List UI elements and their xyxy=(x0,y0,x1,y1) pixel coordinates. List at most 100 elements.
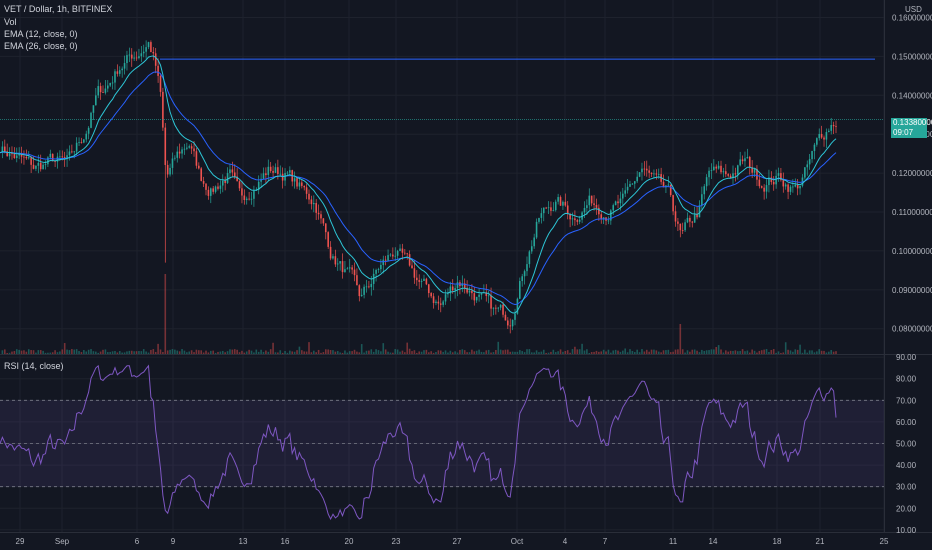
candle-body xyxy=(109,82,111,86)
candle-body xyxy=(622,193,624,199)
volume-bar xyxy=(159,349,162,354)
time-tick-label: Sep xyxy=(55,537,70,546)
volume-bar xyxy=(619,351,622,354)
volume-bar xyxy=(423,350,425,354)
volume-bar xyxy=(272,342,274,354)
rsi-axis[interactable]: 10.00 20.00 30.00 40.00 50.00 60.00 70.00 80.00… xyxy=(896,353,917,535)
ema-12-legend[interactable]: EMA (12, close, 0) xyxy=(4,29,78,39)
volume-bar xyxy=(492,352,495,354)
volume-bar xyxy=(1,350,4,354)
volume-bar xyxy=(744,351,746,354)
volume-bar xyxy=(353,349,356,354)
candle-body xyxy=(51,153,54,162)
volume-bar xyxy=(106,352,109,354)
volume-bar xyxy=(456,352,459,354)
candle-body xyxy=(392,254,394,257)
candle-body xyxy=(286,172,289,174)
candle-body xyxy=(85,133,88,140)
candle-body xyxy=(63,157,66,159)
candle-body xyxy=(145,47,147,52)
volume-bar xyxy=(602,349,605,354)
volume-bar xyxy=(317,349,320,354)
candle-body xyxy=(703,186,706,195)
volume-bar xyxy=(47,352,49,354)
price-axis[interactable]: 0.08000000 0.09000000 0.10000000 0.11000000… xyxy=(892,14,932,334)
volume-bar xyxy=(432,352,435,354)
volume-bar xyxy=(693,349,696,354)
candle-body xyxy=(382,259,385,265)
candle-body xyxy=(195,151,198,166)
candle-body xyxy=(564,201,567,206)
candle-body xyxy=(677,221,679,224)
volume-bar xyxy=(516,351,519,354)
candle-body xyxy=(1,146,4,153)
candle-body xyxy=(557,197,559,202)
candle-body xyxy=(377,269,380,270)
ema-26-line[interactable] xyxy=(0,71,837,306)
rsi-legend[interactable]: RSI (14, close) xyxy=(4,361,64,371)
volume-bar xyxy=(382,343,385,354)
candle-body xyxy=(399,248,401,252)
volume-bar xyxy=(514,351,516,354)
candle-body xyxy=(118,70,121,74)
volume-bar xyxy=(439,350,442,354)
ema-26-legend[interactable]: EMA (26, close, 0) xyxy=(4,41,78,51)
candle-body xyxy=(449,286,452,294)
volume-bar xyxy=(717,345,720,354)
ema-12-line[interactable] xyxy=(0,55,837,314)
volume-bar xyxy=(233,349,236,354)
volume-bar xyxy=(574,346,576,354)
volume-bar xyxy=(399,351,401,354)
volume-bar xyxy=(305,351,308,354)
symbol-legend[interactable]: VET / Dollar, 1h, BITFINEX xyxy=(4,4,113,14)
candle-body xyxy=(305,187,308,194)
volume-bar xyxy=(636,349,638,354)
rsi-line[interactable] xyxy=(0,364,837,521)
volume-bar xyxy=(315,352,317,354)
volume-bar xyxy=(485,350,488,354)
candle-body xyxy=(447,293,449,295)
candle-body xyxy=(380,264,382,270)
volume-bar xyxy=(677,349,679,354)
volume-bar xyxy=(588,352,591,354)
volume-bar xyxy=(138,351,140,354)
volume-bar xyxy=(816,351,818,354)
time-axis[interactable]: 29 Sep 6 9 13 16 20 23 27 Oct 4 7 11 14 18 21 25 xyxy=(16,537,889,546)
candle-body xyxy=(435,301,437,304)
volume-bar xyxy=(756,352,758,354)
volume-bar xyxy=(226,351,229,354)
candle-body xyxy=(327,232,329,247)
candle-body xyxy=(789,186,792,192)
candle-body xyxy=(478,294,480,297)
volume-bar xyxy=(80,352,83,354)
candle-body xyxy=(780,173,782,181)
volume-bar xyxy=(118,351,121,354)
candle-body xyxy=(229,169,231,174)
volume-legend[interactable]: Vol xyxy=(4,17,17,27)
candle-body xyxy=(221,180,224,186)
candle-body xyxy=(530,246,533,252)
candle-body xyxy=(133,57,135,59)
volume-bar xyxy=(336,351,339,354)
volume-bar xyxy=(741,349,744,354)
candle-body xyxy=(226,173,229,183)
volume-bar xyxy=(497,341,500,354)
candle-body xyxy=(756,168,758,180)
volume-bar xyxy=(550,351,552,354)
time-tick-label: 13 xyxy=(239,537,248,546)
volume-bar xyxy=(332,350,334,354)
volume-bar xyxy=(214,352,217,354)
volume-bar xyxy=(85,351,88,354)
volume-bar xyxy=(344,350,346,354)
candle-body xyxy=(576,220,579,222)
volume-bar xyxy=(404,352,406,354)
candle-body xyxy=(18,154,20,156)
volume-bar xyxy=(298,346,301,354)
candles[interactable] xyxy=(1,40,837,334)
volume-bar xyxy=(427,352,430,354)
volume-bar xyxy=(59,351,61,354)
volume-bar xyxy=(806,352,809,354)
volume-bar xyxy=(411,351,413,354)
candle-body xyxy=(159,75,162,92)
